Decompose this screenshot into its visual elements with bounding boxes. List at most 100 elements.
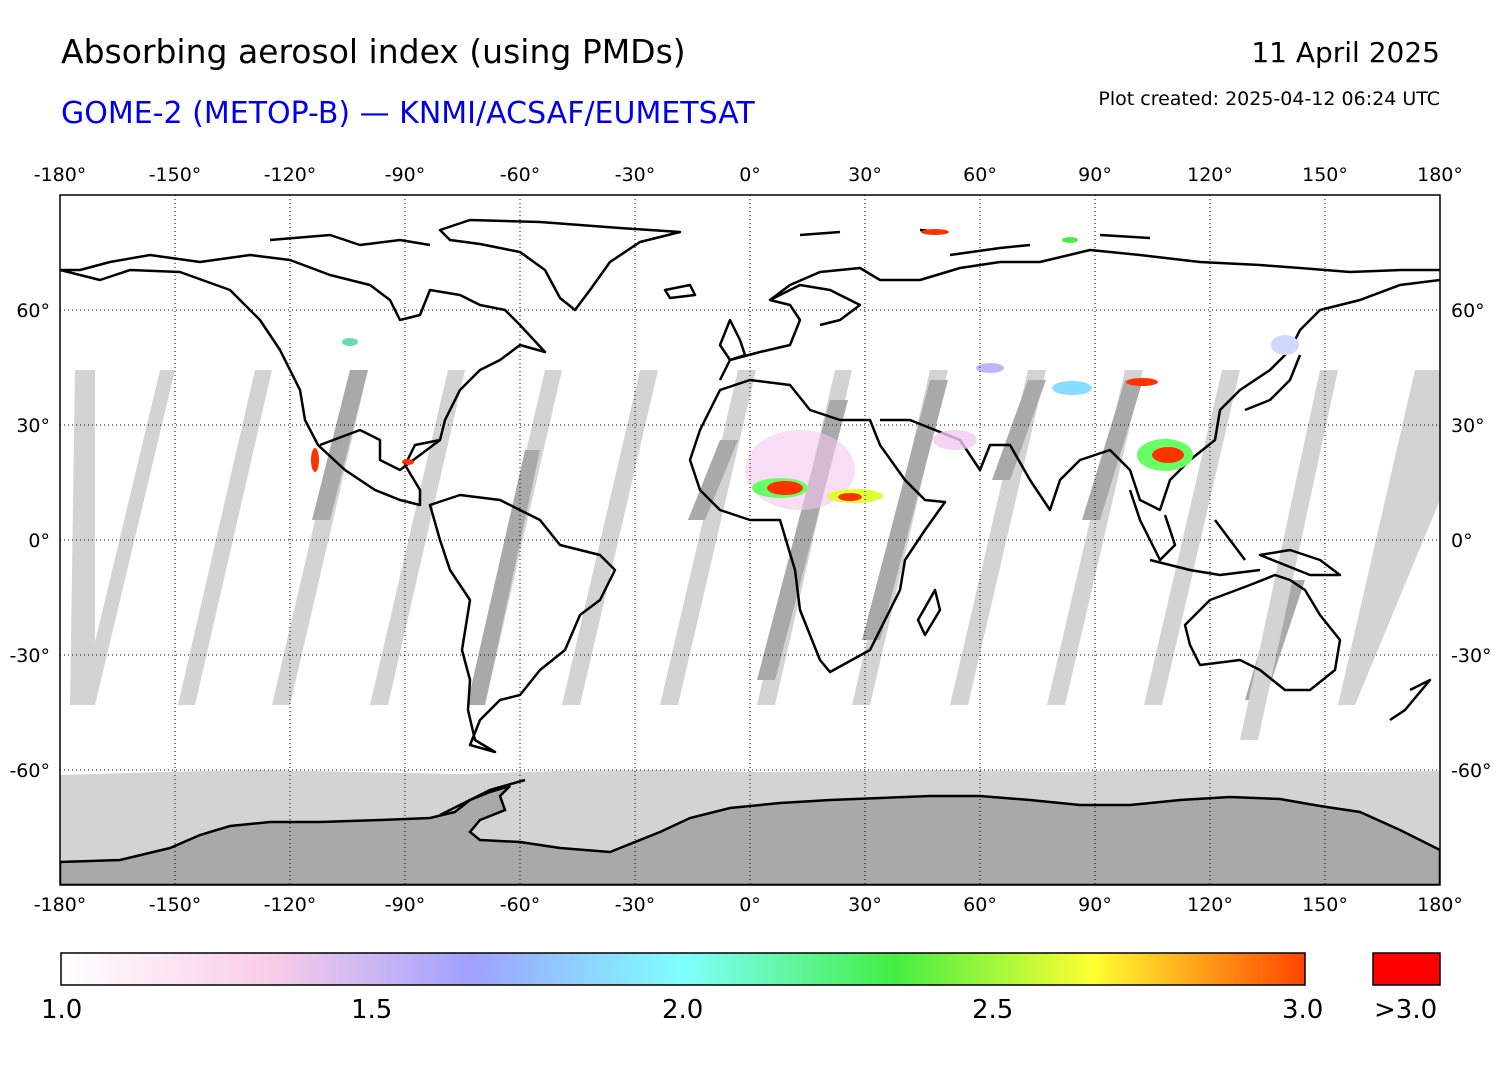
- siberia-plume: [921, 229, 949, 235]
- lon-tick-label-top: 150°: [1302, 164, 1348, 186]
- kazakh-plume: [976, 363, 1004, 373]
- map-subtitle: GOME-2 (METOP-B) — KNMI/ACSAF/EUMETSAT: [61, 96, 755, 131]
- gridlines: [60, 195, 1440, 885]
- lat-tick-label-left: -30°: [9, 645, 50, 667]
- orbit-gap-11: [688, 440, 738, 520]
- lat-tick-label-left: 30°: [16, 415, 50, 437]
- lon-tick-label-top: -150°: [149, 164, 202, 186]
- lon-tick-label-top: -180°: [34, 164, 87, 186]
- greenland: [438, 218, 682, 312]
- aerosol-plumes: [311, 229, 1299, 510]
- lon-tick-label-bottom: -90°: [385, 894, 426, 916]
- colorbar-overflow-swatch: [1372, 952, 1441, 986]
- iceland: [663, 283, 697, 300]
- lon-tick-label-bottom: 0°: [739, 894, 761, 916]
- colorbar-label-3-0: 3.0: [1282, 995, 1324, 1025]
- orbit-gaps: [70, 370, 1440, 740]
- colorbar-label-2-0: 2.0: [662, 995, 704, 1025]
- lon-tick-label-top: -90°: [385, 164, 426, 186]
- japan-plume: [1271, 335, 1299, 355]
- orbit-gap-15: [862, 380, 948, 640]
- scandinavia: [769, 283, 862, 327]
- lon-tick-label-top: 120°: [1187, 164, 1233, 186]
- tick-labels: -180° -180° -150° -150° -120° -120° -90° -90° -6…: [9, 164, 1491, 916]
- lon-tick-label-bottom: 180°: [1417, 894, 1463, 916]
- asia: [880, 278, 1440, 512]
- orbit-gap-19: [1082, 380, 1143, 520]
- africa: [688, 378, 947, 674]
- orbit-gap-8: [467, 450, 540, 705]
- lat-tick-label-left: 0°: [28, 530, 50, 552]
- orbit-gap-6: [370, 370, 465, 705]
- map-title: Absorbing aerosol index (using PMDs): [61, 32, 686, 71]
- orbit-gap-2: [80, 370, 175, 705]
- china-plume-core: [1152, 447, 1184, 463]
- north-america: [60, 253, 547, 507]
- lat-tick-label-right: -30°: [1451, 645, 1492, 667]
- uk: [718, 318, 747, 362]
- lon-tick-label-bottom: 150°: [1302, 894, 1348, 916]
- arabia-plume: [933, 430, 977, 450]
- europe: [718, 248, 1440, 381]
- map-frame: [59, 194, 1441, 886]
- lon-tick-label-bottom: 30°: [848, 894, 882, 916]
- lat-tick-label-right: 60°: [1451, 300, 1485, 322]
- sudan-plume-core: [838, 493, 862, 501]
- lon-tick-label-bottom: 120°: [1187, 894, 1233, 916]
- orbit-gap-23: [1338, 370, 1440, 705]
- colorbar-label-1-5: 1.5: [351, 995, 393, 1025]
- japan: [1244, 354, 1302, 412]
- lon-tick-label-bottom: -150°: [149, 894, 202, 916]
- lon-tick-label-bottom: 60°: [963, 894, 997, 916]
- lon-tick-label-top: 60°: [963, 164, 997, 186]
- lon-tick-label-bottom: -180°: [34, 894, 87, 916]
- orbit-gap-22: [1240, 370, 1338, 740]
- gulf-of-mexico: [319, 428, 441, 472]
- lon-tick-label-top: -30°: [615, 164, 656, 186]
- arctic-islands: [269, 228, 1151, 257]
- antarctic-peninsula: [439, 778, 526, 817]
- lon-tick-label-bottom: -60°: [500, 894, 541, 916]
- lat-tick-label-right: 0°: [1451, 530, 1473, 552]
- plot-created-timestamp: Plot created: 2025-04-12 06:24 UTC: [1098, 88, 1440, 110]
- orbit-gap-20: [1144, 370, 1240, 705]
- lon-tick-label-top: 0°: [739, 164, 761, 186]
- orbit-gap-5: [312, 370, 368, 520]
- indonesia: [1149, 519, 1261, 577]
- orbit-gap-1: [70, 370, 95, 705]
- new-guinea: [1258, 548, 1342, 577]
- arctic-plume: [1062, 237, 1078, 243]
- yucatan-plume: [402, 459, 414, 465]
- australia: [1183, 573, 1342, 692]
- colorbar-gradient: [60, 952, 1306, 986]
- lat-tick-label-right: -60°: [1451, 760, 1492, 782]
- colorbar-overflow-label: >3.0: [1374, 995, 1438, 1025]
- madagascar: [916, 588, 942, 637]
- orbit-gap-9: [562, 370, 658, 705]
- lon-tick-label-top: 180°: [1417, 164, 1463, 186]
- lon-tick-label-top: -120°: [264, 164, 317, 186]
- map-date: 11 April 2025: [1251, 36, 1440, 69]
- colorbar-label-2-5: 2.5: [972, 995, 1014, 1025]
- south-america: [428, 493, 617, 754]
- orbit-gap-3: [178, 370, 272, 705]
- colorbar-label-1-0: 1.0: [41, 995, 83, 1025]
- mexico-plume: [311, 448, 319, 472]
- lon-tick-label-top: 30°: [848, 164, 882, 186]
- orbit-gap-17: [992, 380, 1046, 480]
- lon-tick-label-bottom: -30°: [615, 894, 656, 916]
- indochina: [1128, 489, 1177, 562]
- lat-tick-label-left: -60°: [9, 760, 50, 782]
- new-zealand: [1389, 678, 1432, 722]
- lon-tick-label-top: 90°: [1078, 164, 1112, 186]
- lat-tick-label-right: 30°: [1451, 415, 1485, 437]
- sahara-plume-core: [767, 481, 803, 495]
- central-asia-plume: [1052, 381, 1092, 395]
- lon-tick-label-bottom: -120°: [264, 894, 317, 916]
- orbit-gap-16: [950, 370, 1046, 705]
- lon-tick-label-bottom: 90°: [1078, 894, 1112, 916]
- lon-tick-label-top: -60°: [500, 164, 541, 186]
- continents: [60, 218, 1440, 817]
- lat-tick-label-left: 60°: [16, 300, 50, 322]
